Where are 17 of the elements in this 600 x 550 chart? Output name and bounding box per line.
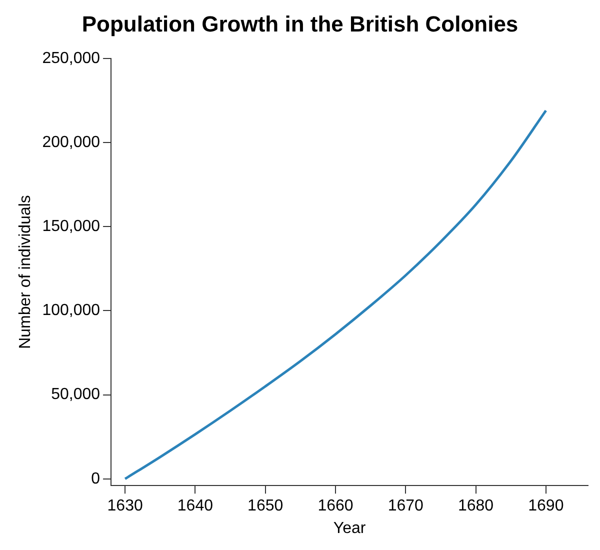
chart-title: Population Growth in the British Colonies	[82, 11, 518, 36]
x-tick-label: 1680	[458, 498, 494, 515]
x-tick-label: 1650	[248, 498, 284, 515]
y-tick-label: 100,000	[42, 302, 100, 320]
x-tick-label: 1640	[177, 498, 214, 515]
y-axis-title: Number of individuals	[17, 195, 34, 349]
y-tick-label: 0	[91, 470, 100, 488]
y-tick-label: 50,000	[51, 386, 100, 404]
x-tick-label: 1630	[107, 498, 143, 515]
x-tick-label: 1690	[528, 498, 564, 515]
y-tick-label: 150,000	[42, 218, 100, 235]
y-tick-label: 250,000	[42, 50, 100, 67]
y-tick-label: 200,000	[42, 134, 100, 151]
x-tick-label: 1660	[318, 498, 354, 515]
line-series	[124, 109, 548, 480]
x-axis-title: Year	[333, 520, 366, 537]
x-tick-label: 1670	[388, 498, 424, 515]
